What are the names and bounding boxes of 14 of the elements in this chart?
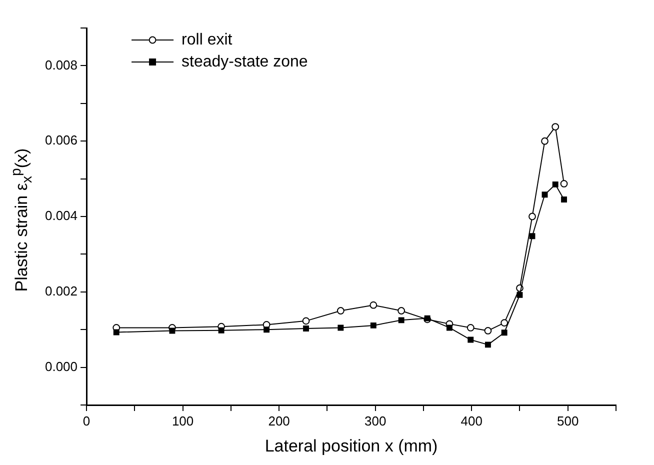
x-tick-label: 0 bbox=[82, 413, 90, 428]
x-tick-label: 500 bbox=[557, 413, 579, 428]
legend-label: steady-state zone bbox=[182, 53, 308, 70]
x-tick-label: 400 bbox=[460, 413, 482, 428]
x-axis-title: Lateral position x (mm) bbox=[264, 436, 438, 456]
y-tick-label: 0.004 bbox=[44, 208, 78, 224]
y-tick-label: 0.008 bbox=[44, 57, 78, 72]
x-tick-label: 300 bbox=[364, 413, 386, 428]
x-tick-label: 200 bbox=[268, 413, 290, 428]
legend-label: roll exit bbox=[182, 31, 233, 48]
x-tick-label: 100 bbox=[172, 413, 194, 428]
y-tick-label: 0.006 bbox=[44, 132, 78, 148]
y-tick-label: 0.002 bbox=[44, 283, 78, 298]
text: 0.000 bbox=[44, 358, 78, 374]
